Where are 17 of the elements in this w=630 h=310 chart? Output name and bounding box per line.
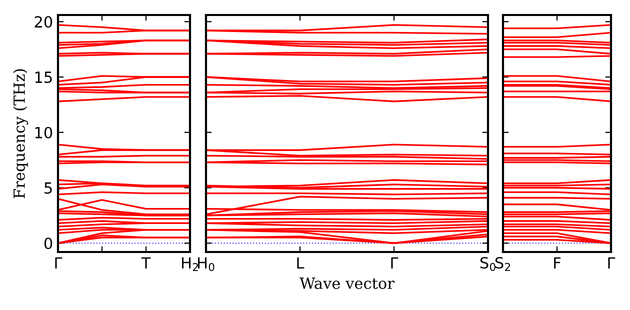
y-tick-label: 10 xyxy=(35,126,52,138)
x-tick-label: Γ xyxy=(608,257,616,268)
x-tick-label: S$_{0}$ xyxy=(480,257,496,272)
y-tick-label: 20 xyxy=(34,16,52,28)
x-tick-label: T xyxy=(141,257,151,268)
y-axis-title: Frequency (THz) xyxy=(13,69,28,198)
x-tick-label: L xyxy=(297,257,304,268)
y-tick-label: 0 xyxy=(44,238,52,250)
x-tick-label: H$_{0}$ xyxy=(198,257,214,272)
x-axis-title: Wave vector xyxy=(300,278,394,290)
x-tick-label: H$_{2}$ xyxy=(182,257,198,271)
x-tick-label: F xyxy=(554,257,561,268)
y-tick-label: 15 xyxy=(35,72,52,84)
x-tick-label: S$_{2}$ xyxy=(495,257,510,271)
x-tick-label: Γ xyxy=(391,257,398,268)
y-tick-label: 5 xyxy=(44,182,52,194)
x-tick-label: Γ xyxy=(55,257,62,268)
